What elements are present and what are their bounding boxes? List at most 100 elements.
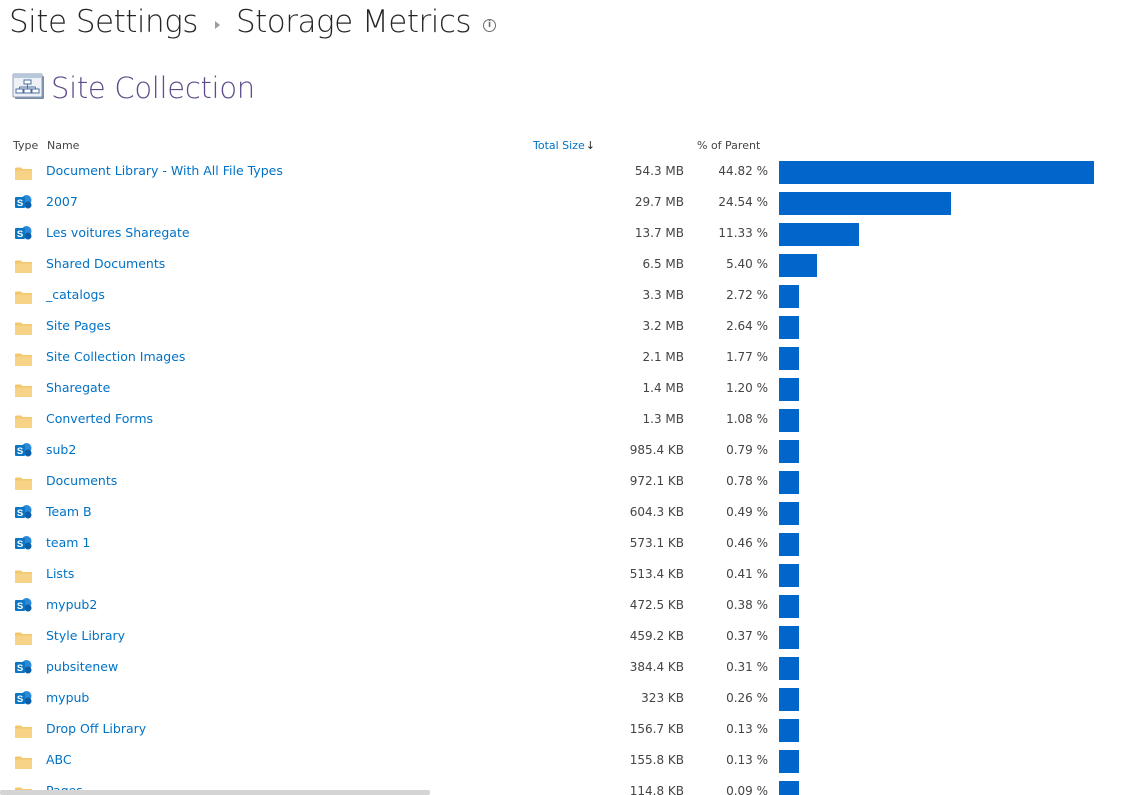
row-percent-of-parent: 0.09 % bbox=[726, 784, 768, 795]
row-name-link[interactable]: Sharegate bbox=[46, 380, 111, 395]
row-usage-bar bbox=[779, 161, 1094, 184]
row-percent-of-parent: 0.38 % bbox=[726, 598, 768, 612]
row-percent-of-parent: 2.72 % bbox=[726, 288, 768, 302]
row-name-link[interactable]: mypub2 bbox=[46, 597, 98, 612]
svg-text:S: S bbox=[17, 601, 23, 612]
row-name-link[interactable]: Style Library bbox=[46, 628, 126, 643]
row-usage-bar bbox=[779, 750, 799, 773]
row-total-size: 54.3 MB bbox=[634, 164, 684, 178]
row-name-link[interactable]: Document Library - With All File Types bbox=[46, 163, 283, 178]
sharepoint-site-icon: S bbox=[15, 597, 32, 613]
folder-icon bbox=[15, 568, 32, 583]
table-row: Site Pages 3.2 MB 2.64 % bbox=[0, 316, 1135, 347]
row-usage-bar bbox=[779, 719, 799, 742]
folder-icon bbox=[15, 413, 32, 428]
section-title: Site Collection bbox=[51, 71, 255, 105]
column-header-type: Type bbox=[13, 139, 39, 152]
row-total-size: 3.2 MB bbox=[642, 319, 684, 333]
row-percent-of-parent: 0.13 % bbox=[726, 722, 768, 736]
row-total-size: 1.4 MB bbox=[642, 381, 684, 395]
svg-text:S: S bbox=[17, 694, 23, 705]
folder-icon bbox=[15, 351, 32, 366]
row-name-link[interactable]: Les voitures Sharegate bbox=[46, 225, 190, 240]
row-percent-of-parent: 0.37 % bbox=[726, 629, 768, 643]
svg-text:S: S bbox=[17, 446, 23, 457]
row-usage-bar bbox=[779, 285, 799, 308]
row-total-size: 384.4 KB bbox=[629, 660, 684, 674]
row-usage-bar bbox=[779, 533, 799, 556]
row-name-link[interactable]: sub2 bbox=[46, 442, 77, 457]
table-row: Shared Documents 6.5 MB 5.40 % bbox=[0, 254, 1135, 285]
row-usage-bar bbox=[779, 626, 799, 649]
row-name-link[interactable]: team 1 bbox=[46, 535, 91, 550]
row-usage-bar bbox=[779, 440, 799, 463]
table-row: _catalogs 3.3 MB 2.72 % bbox=[0, 285, 1135, 316]
breadcrumb-site-settings[interactable]: Site Settings bbox=[9, 4, 198, 40]
row-usage-bar bbox=[779, 347, 799, 370]
row-name-link[interactable]: Documents bbox=[46, 473, 118, 488]
row-name-link[interactable]: pubsitenew bbox=[46, 659, 119, 674]
row-total-size: 985.4 KB bbox=[629, 443, 684, 457]
row-name-link[interactable]: Site Pages bbox=[46, 318, 111, 333]
row-usage-bar bbox=[779, 781, 799, 795]
column-header-total-size[interactable]: Total Size↓ bbox=[533, 139, 595, 153]
page-title-bar: Site Settings Storage Metrics i bbox=[9, 0, 497, 44]
row-name-link[interactable]: _catalogs bbox=[46, 287, 105, 302]
sharepoint-site-icon: S bbox=[15, 659, 32, 675]
row-percent-of-parent: 11.33 % bbox=[718, 226, 768, 240]
table-row: Style Library 459.2 KB 0.37 % bbox=[0, 626, 1135, 657]
row-percent-of-parent: 0.26 % bbox=[726, 691, 768, 705]
folder-icon bbox=[15, 258, 32, 273]
row-percent-of-parent: 0.13 % bbox=[726, 753, 768, 767]
table-row: Lists 513.4 KB 0.41 % bbox=[0, 564, 1135, 595]
page-title: Storage Metrics bbox=[235, 4, 472, 40]
folder-icon bbox=[15, 754, 32, 769]
row-name-link[interactable]: Drop Off Library bbox=[46, 721, 147, 736]
svg-text:S: S bbox=[17, 508, 23, 519]
row-total-size: 573.1 KB bbox=[629, 536, 684, 550]
row-name-link[interactable]: Team B bbox=[46, 504, 92, 519]
row-usage-bar bbox=[779, 223, 859, 246]
folder-icon bbox=[15, 382, 32, 397]
row-name-link[interactable]: Converted Forms bbox=[46, 411, 154, 426]
folder-icon bbox=[15, 165, 32, 180]
row-name-link[interactable]: ABC bbox=[46, 752, 72, 767]
row-usage-bar bbox=[779, 688, 799, 711]
table-row: S Les voitures Sharegate 13.7 MB 11.33 % bbox=[0, 223, 1135, 254]
table-row: S Team B 604.3 KB 0.49 % bbox=[0, 502, 1135, 533]
row-percent-of-parent: 24.54 % bbox=[718, 195, 768, 209]
folder-icon bbox=[15, 723, 32, 738]
row-total-size: 459.2 KB bbox=[629, 629, 684, 643]
row-name-link[interactable]: Site Collection Images bbox=[46, 349, 186, 364]
breadcrumb-separator-icon bbox=[214, 21, 220, 29]
svg-text:S: S bbox=[17, 229, 23, 240]
row-usage-bar bbox=[779, 409, 799, 432]
row-name-link[interactable]: 2007 bbox=[46, 194, 78, 209]
row-percent-of-parent: 0.49 % bbox=[726, 505, 768, 519]
site-collection-icon bbox=[12, 73, 44, 99]
row-total-size: 155.8 KB bbox=[629, 753, 684, 767]
sharepoint-site-icon: S bbox=[15, 504, 32, 520]
svg-text:S: S bbox=[17, 539, 23, 550]
column-header-total-size-label[interactable]: Total Size bbox=[533, 139, 585, 152]
row-total-size: 6.5 MB bbox=[642, 257, 684, 271]
sharepoint-site-icon: S bbox=[15, 535, 32, 551]
row-name-link[interactable]: mypub bbox=[46, 690, 90, 705]
row-percent-of-parent: 1.20 % bbox=[726, 381, 768, 395]
row-name-link[interactable]: Lists bbox=[46, 566, 75, 581]
row-usage-bar bbox=[779, 502, 799, 525]
row-name-link[interactable]: Shared Documents bbox=[46, 256, 166, 271]
table-row: Sharegate 1.4 MB 1.20 % bbox=[0, 378, 1135, 409]
row-total-size: 13.7 MB bbox=[634, 226, 684, 240]
row-percent-of-parent: 0.78 % bbox=[726, 474, 768, 488]
table-row: Site Collection Images 2.1 MB 1.77 % bbox=[0, 347, 1135, 378]
row-total-size: 972.1 KB bbox=[629, 474, 684, 488]
row-total-size: 114.8 KB bbox=[629, 784, 684, 795]
horizontal-scrollbar[interactable] bbox=[0, 790, 430, 795]
svg-text:S: S bbox=[17, 198, 23, 209]
info-icon[interactable]: i bbox=[483, 18, 497, 32]
